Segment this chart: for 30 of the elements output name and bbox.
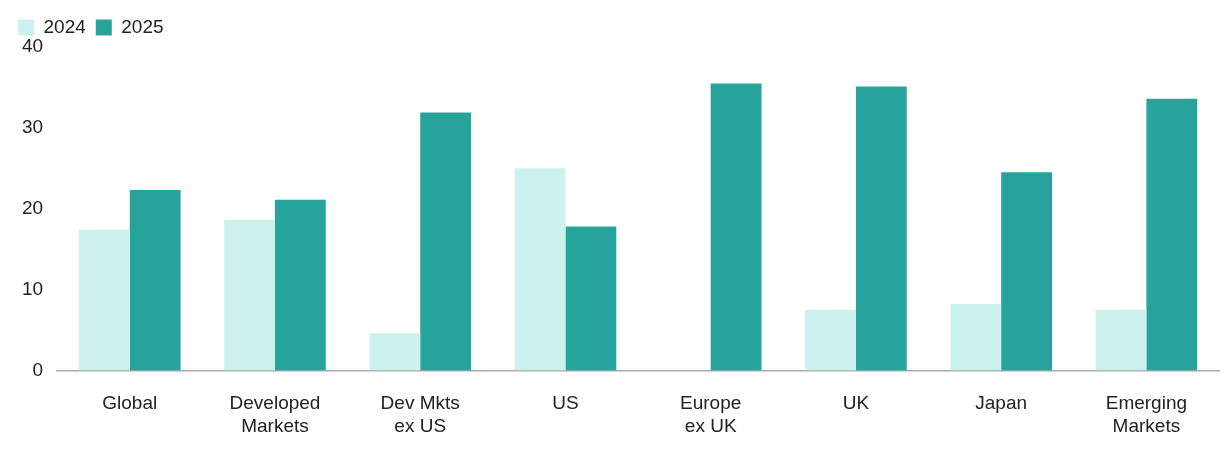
- x-tick-label: Emerging Markets: [1105, 392, 1188, 436]
- bar: [78, 229, 130, 371]
- y-tick-label: 30: [21, 116, 44, 138]
- y-tick-label: 0: [32, 358, 44, 380]
- x-tick-label: Developed Markets: [229, 392, 321, 436]
- bar: [805, 309, 856, 371]
- bar: [369, 333, 421, 371]
- y-tick-label: 20: [21, 196, 44, 218]
- legend-label: 2025: [121, 15, 164, 37]
- legend-label: 2024: [43, 15, 87, 37]
- y-tick-label: 40: [21, 35, 44, 57]
- bar: [420, 112, 472, 371]
- bar: [950, 304, 1002, 371]
- bar: [710, 83, 762, 371]
- y-tick-label: 10: [21, 277, 44, 299]
- bar: [855, 86, 907, 371]
- x-tick-label: UK: [842, 392, 870, 414]
- x-tick-label: US: [552, 392, 579, 414]
- x-tick-label: Europe ex UK: [680, 392, 742, 436]
- bar: [565, 226, 617, 371]
- bar: [129, 190, 181, 371]
- bar: [1001, 172, 1052, 371]
- bar: [1095, 309, 1147, 371]
- x-tick-label: Japan: [975, 392, 1028, 414]
- x-tick-label: Global: [102, 392, 158, 414]
- x-tick-label: Dev Mkts ex US: [380, 392, 460, 436]
- bar: [224, 220, 275, 371]
- bar: [1146, 98, 1198, 371]
- bar: [274, 199, 326, 371]
- bar: [514, 168, 566, 371]
